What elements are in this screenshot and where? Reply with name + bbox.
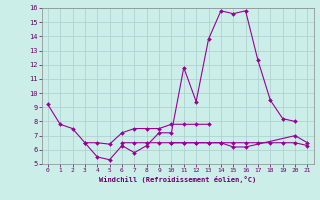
X-axis label: Windchill (Refroidissement éolien,°C): Windchill (Refroidissement éolien,°C)	[99, 176, 256, 183]
